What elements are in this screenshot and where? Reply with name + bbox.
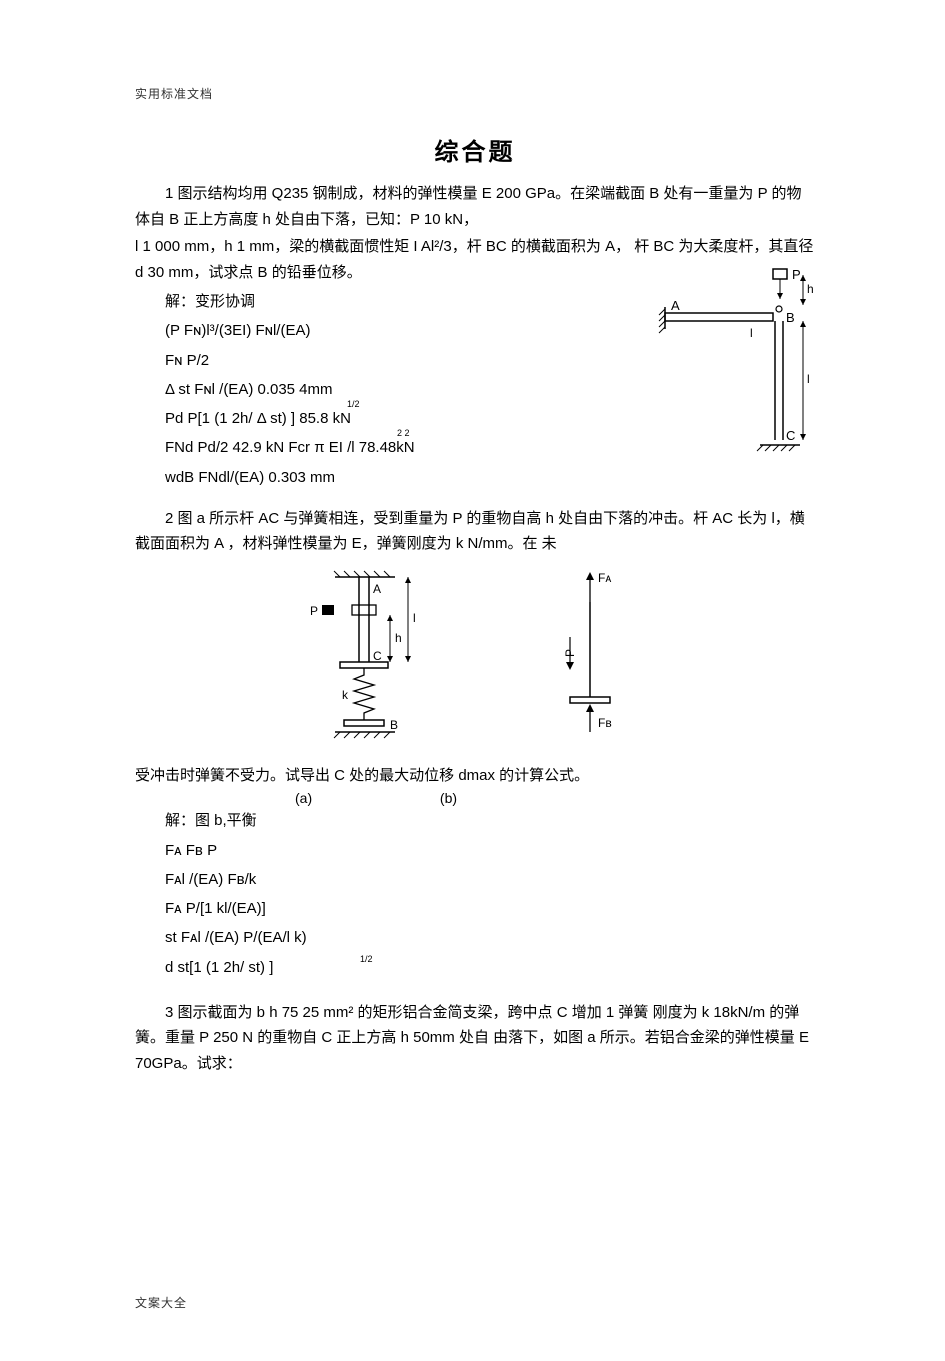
- p2-eq5: d st[1 (1 2h/ st) ] 1/2: [165, 953, 815, 982]
- p2-label-b: (b): [440, 790, 457, 806]
- fig2a-C: C: [373, 649, 382, 663]
- fig2a-P: P: [310, 604, 318, 618]
- p1-line1: 1 图示结构均用 Q235 钢制成，材料的弹性模量 E 200 GPa。在梁端截…: [135, 181, 815, 232]
- p2-line2: 受冲击时弹簧不受力。试导出 C 处的最大动位移 dmax 的计算公式。: [135, 763, 815, 789]
- fig1-h: h: [807, 282, 814, 296]
- p2-ab-labels: (a) (b): [135, 790, 815, 806]
- p2-line1: 2 图 a 所示杆 AC 与弹簧相连，受到重量为 P 的重物自高 h 处自由下落…: [135, 506, 815, 557]
- p1-eq5-text: FNd Pd/2 42.9 kN Fcr π EI /l 78.48kN: [165, 439, 415, 456]
- page-title: 综合题: [135, 132, 815, 167]
- p2-figure-b: Fᴀ P Fʙ: [530, 567, 650, 757]
- p1-figure: P h A B l: [655, 265, 815, 465]
- p2-eq5-text: d st[1 (1 2h/ st) ]: [165, 959, 273, 976]
- p2-figure-a: A C P h l: [300, 567, 450, 757]
- fig2b-FA: Fᴀ: [598, 571, 611, 585]
- fig1-A: A: [671, 298, 680, 313]
- fig2a-h: h: [395, 631, 402, 645]
- p2-figures: A C P h l: [135, 567, 815, 757]
- fig2a-A: A: [373, 582, 381, 596]
- p1-eq5-exp: 2 2: [397, 425, 410, 443]
- p2-solution: 解：图 b,平衡 Fᴀ Fʙ P Fᴀl /(EA) Fʙ/k Fᴀ P/[1 …: [165, 806, 815, 982]
- fig1-P: P: [792, 267, 801, 282]
- doc-footer: 文案大全: [135, 1294, 187, 1311]
- fig1-l2: l: [807, 372, 810, 386]
- fig1-C: C: [786, 428, 795, 443]
- fig2b-FB: Fʙ: [598, 716, 612, 730]
- p1-eq4-exp: 1/2: [347, 396, 360, 414]
- fig2a-k: k: [342, 688, 349, 702]
- fig2a-B: B: [390, 718, 398, 732]
- p2-eq2: Fᴀl /(EA) Fʙ/k: [165, 865, 815, 894]
- p2-eq4: st Fᴀl /(EA) P/(EA/l k): [165, 923, 815, 952]
- p1-eq6: wdB FNdl/(EA) 0.303 mm: [165, 463, 815, 492]
- fig1-B: B: [786, 310, 795, 325]
- p2-eq5-exp: 1/2: [360, 951, 373, 969]
- p2-label-a: (a): [295, 790, 312, 806]
- p2-sol-label: 解：图 b,平衡: [165, 806, 815, 835]
- p1-eq4-text: Pd P[1 (1 2h/ Δ st) ] 85.8 kN: [165, 410, 351, 427]
- p2-eq1: Fᴀ Fʙ P: [165, 836, 815, 865]
- doc-header: 实用标准文档: [135, 85, 815, 102]
- fig1-l1: l: [750, 326, 753, 340]
- p2-eq3: Fᴀ P/[1 kl/(EA)]: [165, 894, 815, 923]
- p3-line1: 3 图示截面为 b h 75 25 mm² 的矩形铝合金简支梁，跨中点 C 增加…: [135, 1000, 815, 1077]
- fig2a-l: l: [413, 611, 416, 625]
- fig2b-P: P: [563, 649, 577, 657]
